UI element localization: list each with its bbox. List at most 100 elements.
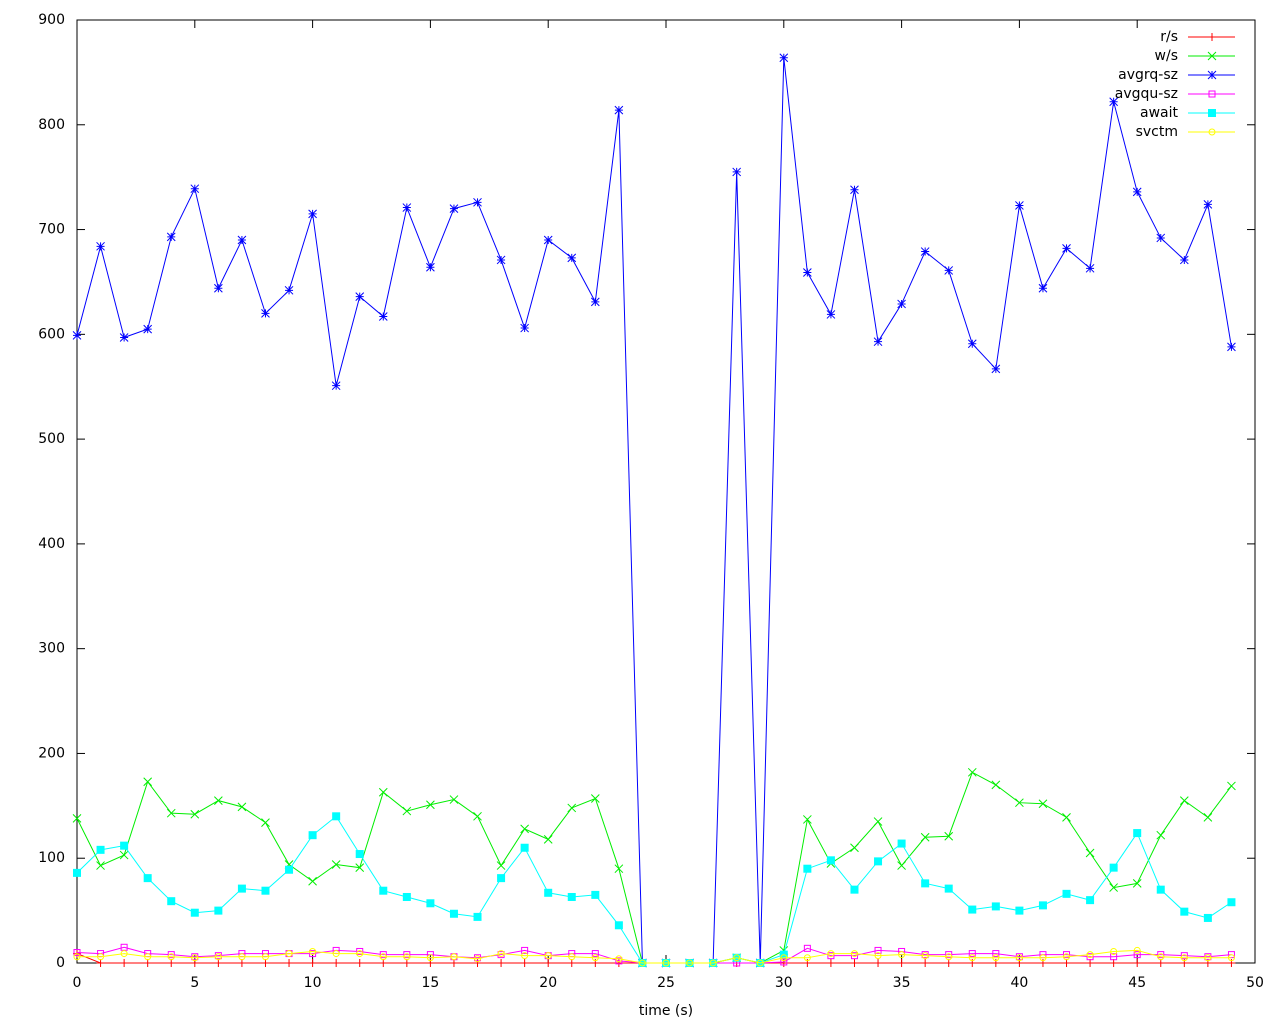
marker xyxy=(285,865,294,874)
marker xyxy=(261,959,270,967)
marker xyxy=(1038,283,1048,293)
marker xyxy=(119,850,129,860)
marker xyxy=(1110,947,1118,955)
marker xyxy=(521,946,529,954)
x-tick-label: 45 xyxy=(1128,975,1146,991)
marker xyxy=(967,767,977,777)
marker xyxy=(1015,954,1023,962)
marker xyxy=(426,954,434,962)
marker xyxy=(356,947,364,955)
marker xyxy=(308,959,317,967)
marker xyxy=(237,959,246,967)
marker xyxy=(261,886,270,895)
marker xyxy=(1015,906,1024,915)
marker xyxy=(214,283,223,293)
marker xyxy=(944,884,953,893)
marker xyxy=(497,950,505,958)
series-line xyxy=(76,57,1232,964)
marker xyxy=(662,959,670,967)
y-tick-label: 200 xyxy=(38,745,65,761)
marker xyxy=(402,806,412,816)
x-tick-label: 15 xyxy=(421,975,439,991)
marker xyxy=(1110,953,1118,961)
marker xyxy=(1086,953,1094,961)
legend-label: w/s xyxy=(1155,48,1178,64)
marker xyxy=(96,959,105,967)
marker xyxy=(521,952,529,960)
y-tick-label: 800 xyxy=(38,117,65,133)
marker xyxy=(850,950,858,958)
marker xyxy=(1227,342,1236,352)
marker xyxy=(473,811,482,821)
marker xyxy=(214,796,223,805)
marker xyxy=(614,105,624,115)
marker xyxy=(1038,799,1048,809)
marker xyxy=(921,959,930,967)
marker xyxy=(331,860,341,869)
x-tick-label: 20 xyxy=(539,975,557,991)
marker xyxy=(591,890,600,899)
marker xyxy=(1062,889,1071,898)
marker xyxy=(449,795,459,804)
legend-marker xyxy=(1208,33,1216,41)
marker xyxy=(1156,959,1165,967)
marker xyxy=(96,861,105,870)
y-tick-label: 600 xyxy=(38,326,65,342)
marker xyxy=(591,959,600,967)
marker xyxy=(992,954,1000,962)
marker xyxy=(543,235,553,245)
marker xyxy=(874,946,882,954)
marker xyxy=(144,953,152,961)
marker xyxy=(379,953,387,961)
marker xyxy=(332,959,341,967)
marker xyxy=(873,337,883,347)
marker xyxy=(1039,954,1047,962)
marker xyxy=(284,285,294,295)
marker xyxy=(779,53,789,63)
y-tick-label: 0 xyxy=(56,955,65,971)
marker xyxy=(120,959,129,967)
marker xyxy=(237,884,246,893)
marker xyxy=(803,268,812,277)
y-tick-label: 700 xyxy=(38,222,65,238)
marker xyxy=(473,197,482,207)
marker xyxy=(143,874,152,883)
marker xyxy=(356,950,364,958)
marker xyxy=(1015,798,1024,808)
marker xyxy=(497,874,506,883)
legend-label: avgqu-sz xyxy=(1115,86,1178,102)
marker xyxy=(496,861,506,870)
marker xyxy=(898,951,906,959)
marker xyxy=(920,832,930,842)
marker xyxy=(1109,863,1118,872)
marker xyxy=(191,954,199,962)
marker xyxy=(803,815,812,824)
marker xyxy=(120,950,128,958)
marker xyxy=(1133,829,1142,838)
marker xyxy=(567,803,577,813)
marker xyxy=(897,839,906,848)
legend-label: avgrq-sz xyxy=(1118,67,1178,83)
marker xyxy=(1063,953,1071,961)
marker xyxy=(543,835,553,844)
marker xyxy=(544,888,553,897)
marker xyxy=(968,954,976,962)
marker xyxy=(520,843,529,852)
marker xyxy=(331,381,341,391)
marker xyxy=(733,954,741,962)
marker xyxy=(190,908,199,917)
marker xyxy=(72,331,82,340)
marker xyxy=(402,892,411,901)
marker xyxy=(945,951,953,959)
marker xyxy=(261,953,269,961)
marker xyxy=(143,959,152,967)
x-tick-label: 50 xyxy=(1246,975,1264,991)
marker xyxy=(614,864,624,874)
marker xyxy=(1227,954,1235,962)
marker xyxy=(379,951,387,959)
marker xyxy=(1203,200,1213,209)
marker xyxy=(426,262,435,272)
marker xyxy=(686,959,694,967)
marker xyxy=(474,955,482,963)
marker xyxy=(991,959,1000,967)
